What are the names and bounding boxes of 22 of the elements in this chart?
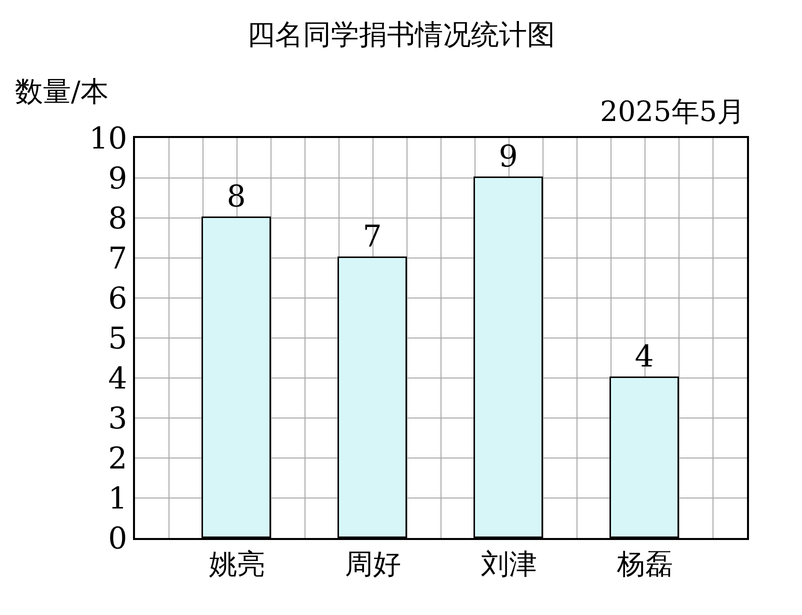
y-tick-label: 0 <box>108 522 128 556</box>
y-tick-label: 5 <box>108 322 128 356</box>
y-tick-label: 3 <box>108 402 128 436</box>
y-tick-label: 7 <box>108 242 128 276</box>
y-tick-label: 1 <box>108 482 128 516</box>
text: 2025年5月 <box>600 95 746 128</box>
y-tick-label: 8 <box>108 202 128 236</box>
x-tick-label: 周好 <box>345 547 401 580</box>
data-label: 7 <box>362 219 382 254</box>
chart-title: 四名同学捐书情况统计图 <box>247 18 555 52</box>
data-label: 4 <box>634 339 654 374</box>
y-tick-label: 2 <box>108 442 128 476</box>
y-tick-label: 6 <box>108 282 128 316</box>
x-tick-label: 刘津 <box>481 547 537 580</box>
x-tick-label: 杨磊 <box>616 547 673 580</box>
y-axis-title: 数量/本 <box>15 75 108 108</box>
x-tick-label: 姚亮 <box>209 547 265 580</box>
y-tick-label: 9 <box>108 162 128 196</box>
y-tick-label: 10 <box>89 122 128 156</box>
data-label: 9 <box>498 139 518 174</box>
data-label: 8 <box>226 179 246 214</box>
y-tick-label: 4 <box>108 362 128 396</box>
